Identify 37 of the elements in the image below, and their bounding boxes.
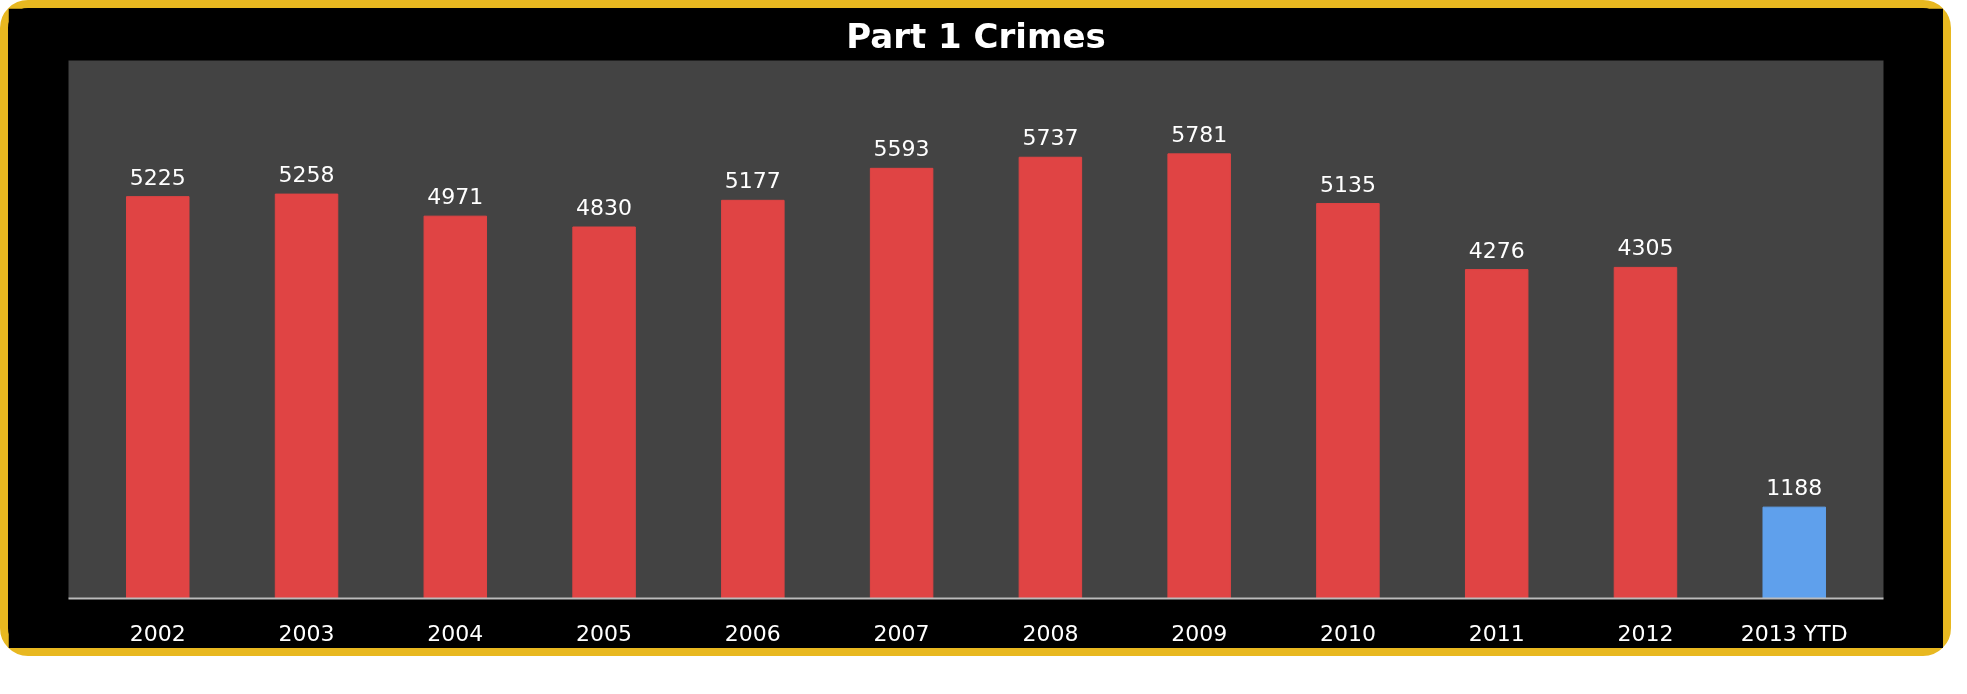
bar [1613,266,1678,599]
data-label: 1188 [1766,475,1823,501]
bar [721,199,785,599]
bar [572,226,636,599]
bar [1316,203,1380,599]
chart-title: Part 1 Crimes [846,15,1106,56]
x-tick-label: 2013 YTD [1740,620,1848,646]
bar [1018,156,1083,599]
x-tick-label: 2005 [576,620,633,646]
bar [1762,506,1826,599]
bar [869,167,934,599]
data-label: 5177 [724,168,781,194]
data-label: 4830 [576,195,633,221]
data-label: 5225 [129,164,186,190]
data-label: 4305 [1617,235,1674,261]
x-tick-label: 2009 [1171,620,1228,646]
x-tick-label: 2003 [278,620,335,646]
data-label: 5781 [1171,121,1228,147]
data-label: 4971 [427,184,484,210]
x-tick-label: 2006 [724,620,781,646]
x-tick-label: 2008 [1022,620,1079,646]
x-tick-label: 2007 [873,620,930,646]
bar [274,193,339,599]
data-label: 4276 [1468,237,1525,263]
x-tick-label: 2012 [1617,620,1674,646]
bar [126,196,190,599]
bar [423,215,488,599]
x-tick-label: 2002 [129,620,186,646]
bar [1464,269,1529,599]
x-tick-label: 2010 [1319,620,1376,646]
data-label: 5593 [873,136,930,162]
bar [1167,153,1231,599]
data-label: 5737 [1022,125,1079,151]
data-label: 5135 [1319,171,1376,197]
x-tick-label: 2004 [427,620,484,646]
data-label: 5258 [278,162,335,188]
x-tick-label: 2011 [1468,620,1525,646]
